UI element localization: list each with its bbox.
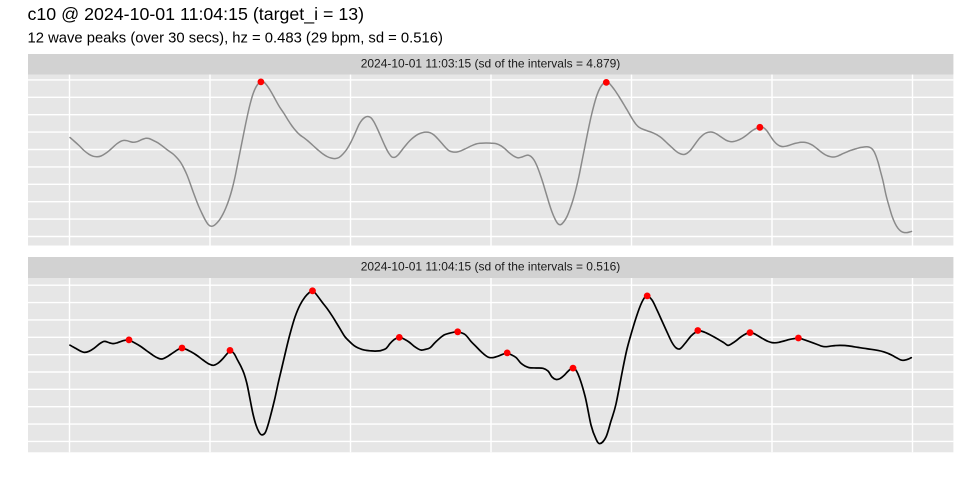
svg-text:2024-10-01 11:04:15 (sd of the: 2024-10-01 11:04:15 (sd of the intervals… <box>361 259 621 273</box>
svg-text:c10 @ 2024-10-01 11:04:15 (tar: c10 @ 2024-10-01 11:04:15 (target_i = 13… <box>28 4 365 25</box>
svg-text:12 wave peaks (over 30 secs),: 12 wave peaks (over 30 secs), hz = 0.483… <box>28 30 443 46</box>
svg-text:2024-10-01 11:03:15 (sd of the: 2024-10-01 11:03:15 (sd of the intervals… <box>361 56 621 70</box>
